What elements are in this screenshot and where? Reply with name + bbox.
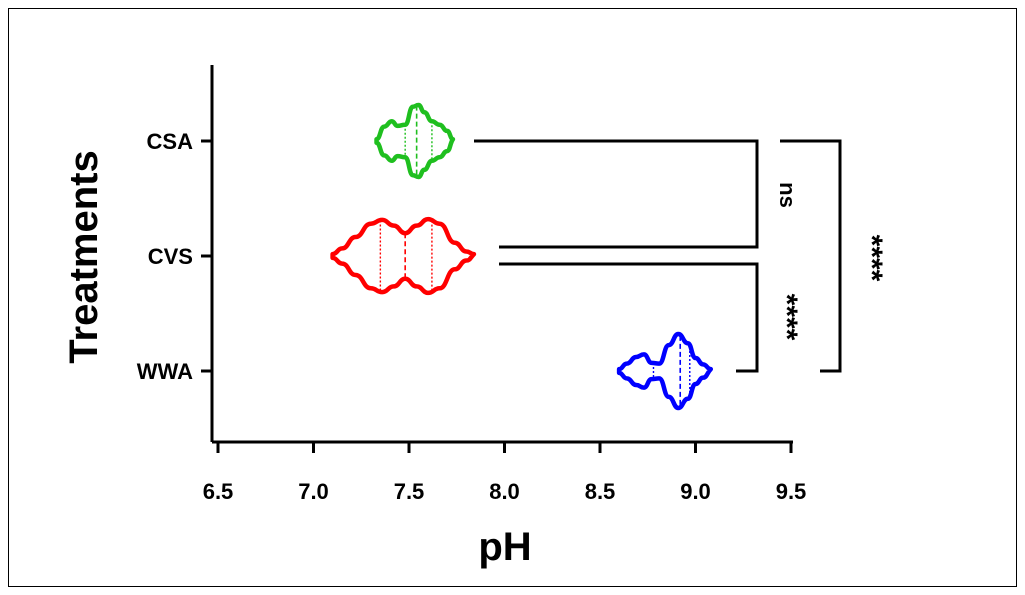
y-tick-label: CVS [148,244,193,269]
y-axis-label: Treatments [62,150,106,363]
x-tick-label: 7.5 [394,479,425,504]
significance-label: **** [770,294,803,341]
axes: 6.5 7.0 7.5 8.0 8.5 9.0 9.5 CSA CVS WWA [137,65,807,504]
x-axis-label: pH [478,525,531,569]
x-tick-label: 8.0 [489,479,520,504]
bracket-cvs-wwa: **** [499,262,803,373]
x-tick-label: 8.5 [585,479,616,504]
bracket-csa-wwa: **** [780,139,888,373]
significance-brackets: ns **** **** [474,139,888,373]
bracket-line [499,262,759,373]
violin-outline [616,331,714,411]
chart-frame [8,8,1017,587]
bracket-line [780,139,842,373]
significance-label: ns [775,182,800,208]
y-tick-label: CSA [147,129,194,154]
violin-csa [374,102,456,180]
violin-wwa [616,331,714,411]
violins [330,102,714,411]
x-tick-label: 7.0 [298,479,329,504]
violin-cvs [330,216,477,296]
violin-outline [374,102,456,180]
x-tick-label: 9.0 [680,479,711,504]
bracket-csa-cvs: ns [474,139,800,249]
y-tick-label: WWA [137,359,193,384]
bracket-line [474,139,759,249]
violin-outline [330,216,477,296]
x-tick-label: 9.5 [776,479,807,504]
significance-label: **** [855,235,888,282]
x-tick-label: 6.5 [203,479,234,504]
